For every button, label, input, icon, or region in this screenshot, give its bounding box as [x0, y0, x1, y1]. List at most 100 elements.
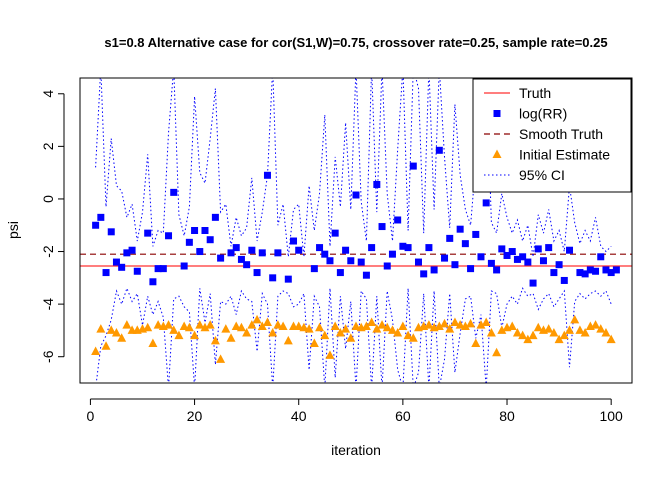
initial-estimate-point	[210, 335, 220, 345]
log-rr-point	[524, 258, 532, 266]
legend-entry-label: Truth	[519, 85, 551, 101]
initial-estimate-point	[528, 330, 538, 340]
log-rr-point	[269, 274, 277, 282]
log-rr-point	[477, 253, 485, 261]
ci-upper-line	[95, 78, 612, 257]
initial-estimate-point	[111, 328, 121, 337]
log-rr-point	[493, 266, 501, 274]
initial-estimate-point	[278, 321, 288, 330]
log-rr-point	[388, 250, 396, 258]
log-rr-point	[227, 249, 235, 257]
log-rr-point	[92, 221, 100, 229]
log-rr-point	[342, 246, 350, 254]
initial-estimate-point	[591, 320, 601, 329]
legend-entry-label: 95% CI	[519, 167, 565, 183]
initial-estimate-point	[236, 322, 246, 332]
initial-estimate-point	[471, 338, 481, 348]
initial-estimate-point	[424, 320, 434, 329]
log-rr-point	[237, 255, 245, 263]
initial-estimate-point	[122, 320, 132, 329]
initial-estimate-point	[596, 324, 606, 333]
log-rr-point	[295, 246, 303, 254]
initial-estimate-point	[476, 320, 486, 329]
log-rr-point	[555, 261, 563, 269]
log-rr-point	[144, 229, 152, 237]
log-rr-point	[425, 244, 433, 252]
log-rr-point	[612, 266, 620, 274]
x-tick-label: 100	[599, 408, 623, 424]
log-rr-point	[513, 255, 521, 263]
log-rr-point	[461, 240, 469, 248]
log-rr-point	[253, 269, 261, 277]
initial-estimate-point	[273, 320, 283, 329]
initial-estimate-point	[544, 324, 554, 333]
initial-estimate-point	[143, 322, 153, 332]
initial-estimate-point	[320, 330, 330, 340]
log-rr-point	[165, 232, 173, 240]
initial-estimate-point	[174, 330, 184, 340]
initial-estimate-point	[106, 325, 116, 334]
log-rr-point	[435, 146, 443, 154]
log-rr-point	[503, 251, 511, 259]
initial-estimate-point	[179, 321, 189, 330]
initial-estimate-point	[372, 324, 382, 333]
log-rr-point	[263, 171, 271, 179]
log-rr-point	[404, 244, 412, 252]
log-rr-point	[362, 271, 370, 279]
log-rr-point	[326, 257, 334, 265]
log-rr-point	[248, 246, 256, 254]
initial-estimate-point	[377, 320, 387, 329]
log-rr-point	[430, 266, 438, 274]
initial-estimate-point	[361, 321, 371, 330]
log-rr-point	[201, 227, 209, 234]
y-tick-label: -2	[40, 245, 56, 258]
initial-estimate-point	[450, 317, 460, 327]
initial-estimate-point	[216, 354, 226, 363]
log-rr-point	[607, 269, 615, 277]
initial-estimate-point	[351, 321, 361, 330]
initial-estimate-point	[434, 321, 444, 330]
log-rr-point	[331, 229, 339, 237]
initial-estimate-point	[346, 333, 356, 342]
y-tick-label: 0	[40, 195, 56, 203]
initial-estimate-point	[335, 328, 345, 337]
chart-title: s1=0.8 Alternative case for cor(S1,W)=0.…	[104, 35, 607, 50]
initial-estimate-point	[533, 322, 543, 332]
log-rr-point	[446, 234, 454, 242]
log-rr-point	[357, 258, 365, 266]
log-rr-point	[456, 225, 464, 233]
initial-estimate-point	[96, 324, 106, 333]
axes: 0 20 40 60 80 100 -6 -4 -2 0 2 4	[40, 90, 623, 424]
initial-estimate-point	[91, 346, 101, 355]
x-axis-label: iteration	[331, 442, 381, 458]
log-rr-point	[185, 238, 193, 246]
ci-lower-line	[95, 286, 612, 383]
log-rr-point	[597, 253, 605, 261]
initial-estimate-point	[184, 322, 194, 332]
y-tick-label: -6	[40, 350, 56, 363]
log-rr-point	[321, 250, 329, 258]
log-rr-point	[206, 236, 214, 244]
log-rr-point	[508, 248, 516, 256]
plot-frame	[79, 77, 633, 384]
initial-estimate-point	[512, 328, 522, 337]
initial-estimate-point	[398, 321, 408, 330]
y-tick-label: 4	[40, 90, 56, 98]
log-rr-point	[451, 261, 459, 269]
x-tick-label: 60	[395, 408, 411, 424]
log-rr-point	[545, 244, 553, 252]
initial-estimate-point	[445, 324, 455, 333]
log-rr-point	[441, 254, 449, 262]
initial-estimate-point	[455, 320, 465, 329]
log-rr-point	[487, 259, 495, 267]
initial-estimate-point	[195, 320, 205, 329]
log-rr-point	[519, 253, 527, 261]
initial-estimate-point	[466, 318, 476, 328]
initial-estimate-point	[393, 328, 403, 337]
log-rr-point	[534, 245, 542, 253]
initial-estimate-point	[231, 321, 241, 330]
log-rr-point	[352, 191, 360, 199]
log-rr-point	[133, 267, 141, 275]
initial-estimate-point	[262, 317, 272, 327]
